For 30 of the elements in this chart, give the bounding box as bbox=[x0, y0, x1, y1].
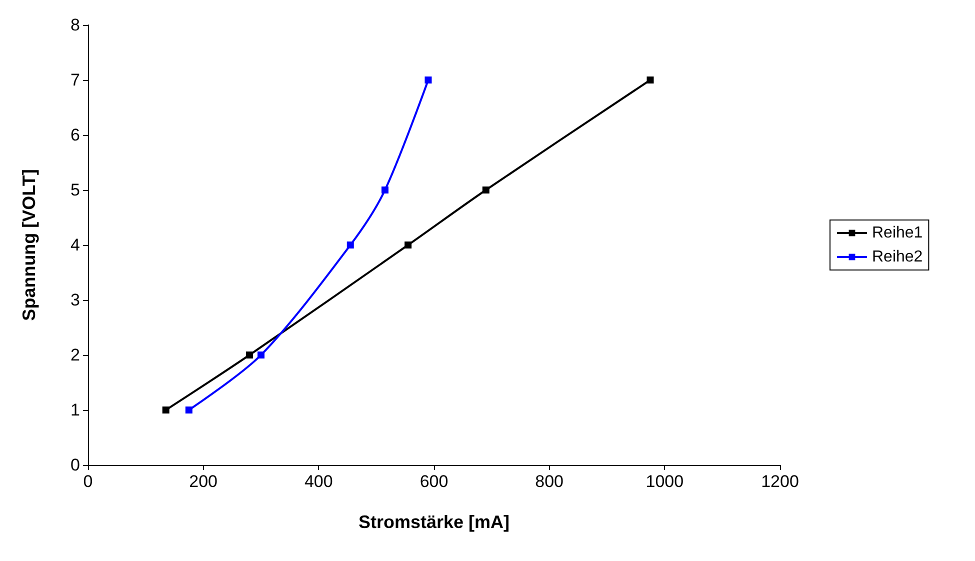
point bbox=[162, 406, 170, 414]
point bbox=[381, 186, 388, 194]
x-axis-title: Stromstärke [mA] bbox=[358, 512, 510, 532]
x-tick-label: 800 bbox=[535, 472, 564, 491]
x-tick-label: 400 bbox=[304, 472, 333, 491]
x-tick-label: 600 bbox=[420, 472, 448, 491]
point bbox=[482, 186, 490, 194]
x-tick-label: 1000 bbox=[646, 472, 684, 491]
point bbox=[258, 352, 264, 358]
y-tick-label: 1 bbox=[70, 400, 80, 420]
x-tick-label: 200 bbox=[189, 472, 218, 491]
y-tick-label: 2 bbox=[70, 346, 80, 364]
y-tick-label: 0 bbox=[70, 456, 80, 474]
point bbox=[404, 242, 412, 248]
y-tick-label: 7 bbox=[70, 70, 80, 90]
y-tick-label: 3 bbox=[70, 290, 80, 310]
point bbox=[185, 406, 192, 414]
y-tick-label: 4 bbox=[70, 236, 80, 254]
x-tick-label: 1200 bbox=[761, 472, 799, 491]
y-tick-label: 8 bbox=[70, 16, 80, 34]
y-axis-title: Spannung [VOLT] bbox=[19, 169, 39, 321]
legend-label: Reihe2 bbox=[872, 248, 923, 266]
point bbox=[246, 352, 253, 358]
point bbox=[424, 76, 432, 84]
y-tick-label: 5 bbox=[70, 180, 80, 200]
point bbox=[346, 242, 354, 248]
x-tick-label: 0 bbox=[83, 472, 93, 491]
point bbox=[646, 76, 654, 84]
y-tick-label: 6 bbox=[70, 126, 80, 144]
legend-label: Reihe1 bbox=[872, 224, 923, 242]
